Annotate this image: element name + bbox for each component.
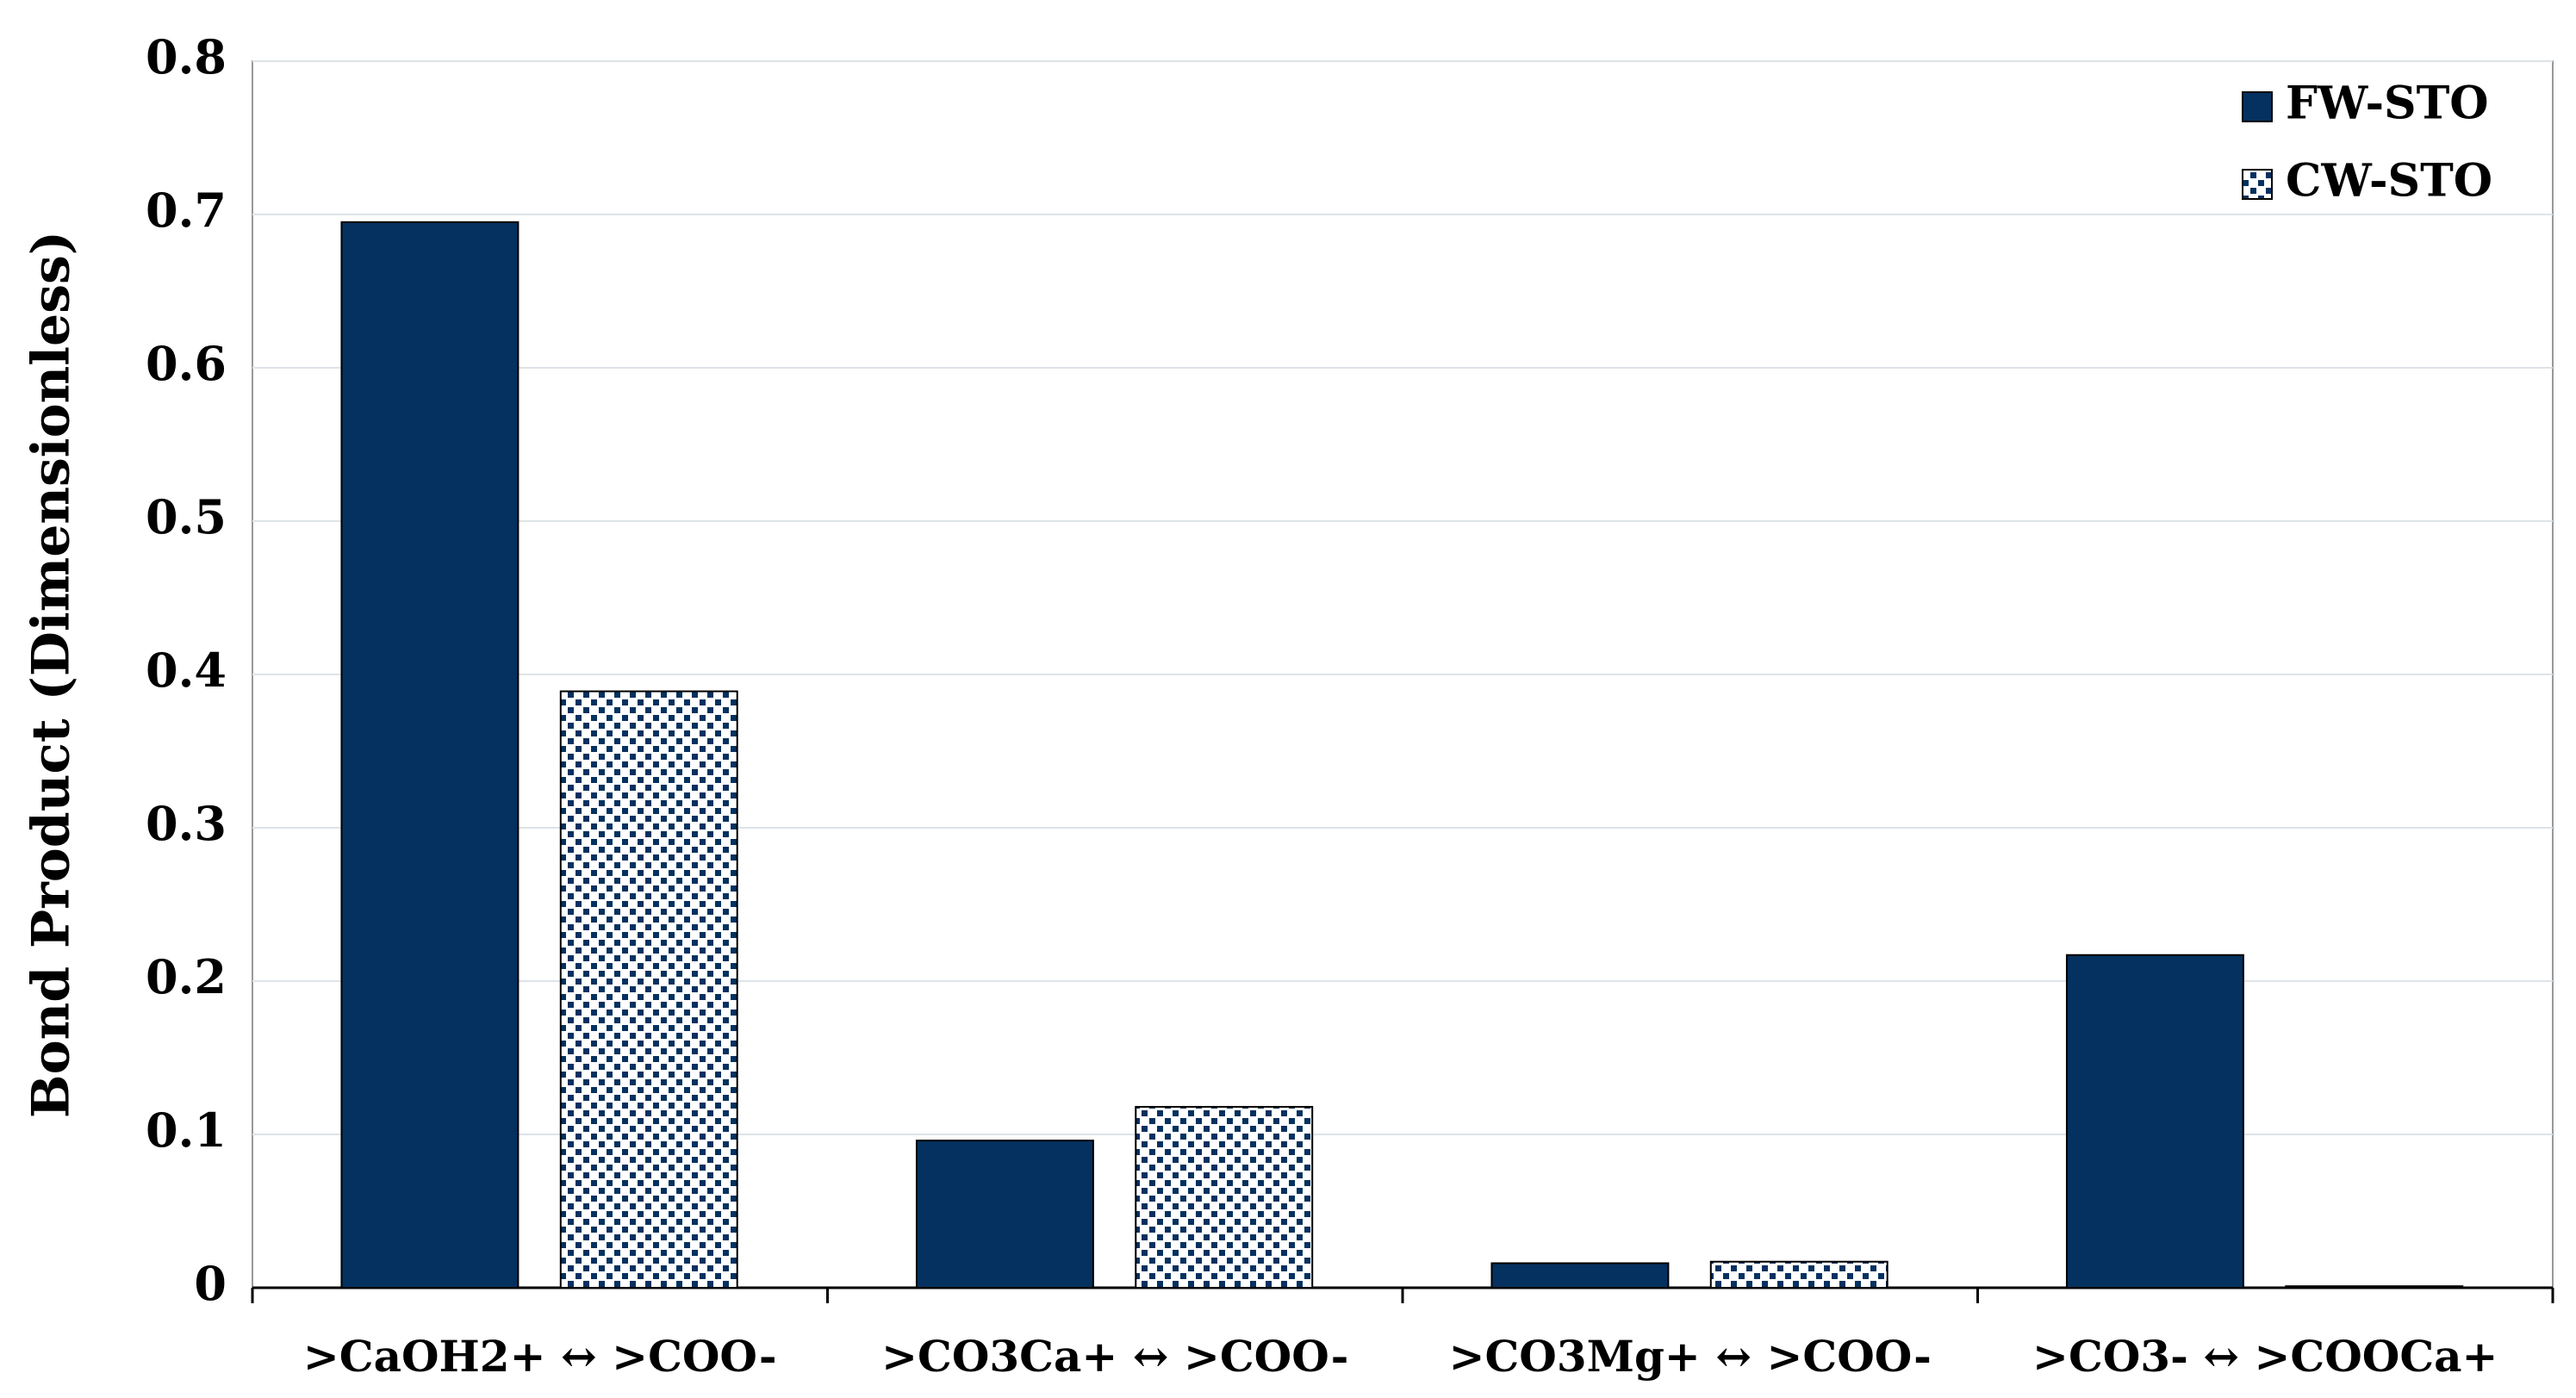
y-tick-label: 0.8 xyxy=(146,29,227,84)
legend-swatch xyxy=(2242,169,2273,200)
x-tick-label: >CO3- ↔ >COOCa+ xyxy=(2032,1331,2498,1382)
bar xyxy=(1135,1105,1314,1289)
y-tick-label: 0.7 xyxy=(146,183,227,238)
y-axis-title: Bond Product (Dimensionless) xyxy=(22,231,82,1118)
y-tick-label: 0.6 xyxy=(146,336,227,391)
y-tick-label: 0.5 xyxy=(146,489,227,544)
bar xyxy=(559,690,738,1289)
bar xyxy=(2285,1285,2464,1289)
y-tick-label: 0.2 xyxy=(146,949,227,1004)
y-tick-label: 0.4 xyxy=(146,643,227,698)
y-tick-label: 0.3 xyxy=(146,796,227,851)
bar xyxy=(1490,1262,1670,1289)
bar xyxy=(2065,954,2244,1289)
bar xyxy=(340,221,520,1289)
x-tick-label: >CaOH2+ ↔ >COO- xyxy=(303,1331,777,1382)
legend-swatch xyxy=(2242,91,2273,122)
x-tick-label: >CO3Ca+ ↔ >COO- xyxy=(881,1331,1348,1382)
bar xyxy=(1709,1260,1888,1289)
y-tick-label: 0 xyxy=(194,1256,227,1311)
legend-label: FW-STO xyxy=(2286,78,2489,130)
bar xyxy=(915,1140,1094,1289)
x-tick-label: >CO3Mg+ ↔ >COO- xyxy=(1449,1331,1932,1382)
legend-label: CW-STO xyxy=(2286,155,2492,208)
y-tick-label: 0.1 xyxy=(146,1103,227,1158)
